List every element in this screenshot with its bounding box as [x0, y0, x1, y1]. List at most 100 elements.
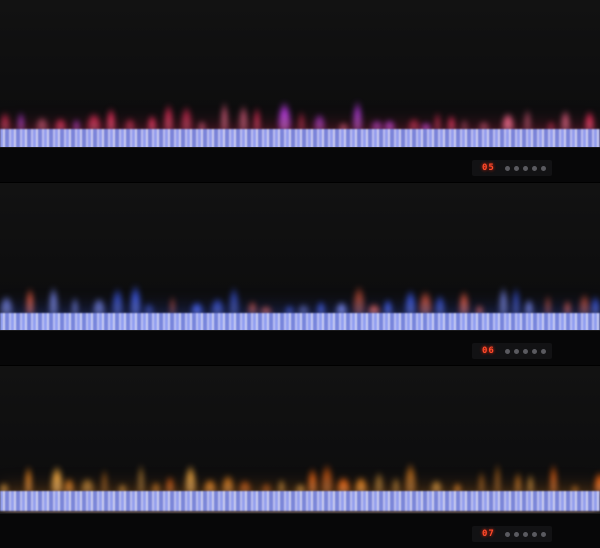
flame [163, 103, 173, 131]
flame [0, 296, 14, 315]
flame [407, 117, 421, 131]
flame [383, 119, 395, 131]
flame [35, 116, 48, 131]
flame [511, 287, 521, 315]
flame [253, 106, 261, 131]
fireplace-panel-1: 05 [0, 0, 600, 182]
flame [279, 478, 285, 493]
flame [564, 300, 572, 315]
flame [404, 289, 417, 315]
flame [447, 115, 455, 131]
flame [375, 472, 384, 493]
flame [585, 111, 595, 131]
flame [165, 475, 174, 493]
flame [138, 464, 145, 493]
flame [371, 120, 384, 131]
crystal-ember-bed [0, 313, 600, 333]
flame [118, 483, 127, 493]
flame [478, 470, 484, 493]
flame [260, 305, 273, 315]
flame [102, 469, 108, 493]
flame [353, 286, 366, 315]
flame [261, 482, 271, 493]
flame [295, 484, 306, 493]
flame [203, 479, 216, 493]
flame [454, 482, 461, 493]
control-bar: 05 [0, 147, 600, 182]
flame [298, 110, 305, 131]
flame [297, 304, 310, 315]
flame [72, 297, 78, 315]
flame [18, 111, 24, 131]
flame [430, 479, 443, 493]
flame [111, 287, 123, 315]
flame [560, 109, 570, 131]
flame [405, 463, 417, 493]
flame [63, 478, 75, 493]
flame [393, 476, 400, 493]
flame [185, 465, 197, 493]
flame [317, 300, 326, 315]
timer-icon[interactable] [540, 165, 546, 171]
flame [285, 304, 294, 315]
flame [87, 113, 102, 131]
control-panel: 05 [472, 160, 552, 176]
flame [278, 101, 292, 131]
flame [549, 464, 558, 493]
flame [523, 108, 532, 131]
flame [0, 483, 8, 493]
power-icon[interactable] [504, 348, 510, 354]
flame [107, 108, 115, 131]
flame [368, 304, 380, 315]
flame [458, 290, 469, 315]
heat-icon[interactable] [531, 531, 537, 537]
flame [130, 285, 141, 315]
flame [514, 471, 521, 493]
flame [93, 298, 106, 315]
flame [239, 480, 252, 493]
flame [144, 302, 155, 315]
flames [0, 183, 600, 333]
flame [248, 301, 257, 315]
minus-icon[interactable] [522, 531, 528, 537]
flame [73, 119, 80, 131]
flame [152, 481, 161, 493]
flame [476, 305, 483, 315]
flame [321, 463, 334, 493]
timer-icon[interactable] [540, 531, 546, 537]
flames [0, 366, 600, 516]
flame [594, 472, 600, 493]
setting-display: 05 [482, 163, 495, 173]
flame [527, 474, 534, 493]
heat-icon[interactable] [531, 165, 537, 171]
control-bar: 07 [0, 513, 600, 548]
flame [352, 101, 362, 131]
flame [548, 121, 554, 131]
flame [307, 467, 317, 493]
flame [0, 112, 11, 131]
minus-icon[interactable] [522, 348, 528, 354]
timer-icon[interactable] [540, 348, 546, 354]
flame-icon[interactable] [513, 165, 519, 171]
minus-icon[interactable] [522, 165, 528, 171]
flame-icon[interactable] [513, 348, 519, 354]
flame [125, 117, 136, 131]
flame [524, 299, 533, 315]
flame-icon[interactable] [513, 531, 519, 537]
power-icon[interactable] [504, 165, 510, 171]
flame [48, 286, 59, 315]
flame [211, 298, 224, 315]
fireplace-panel-2: 06 [0, 182, 600, 365]
flames [0, 0, 600, 150]
flame [337, 476, 351, 493]
flame [80, 478, 95, 493]
flame [501, 113, 514, 131]
heat-icon[interactable] [531, 348, 537, 354]
flame [479, 120, 489, 131]
flame [199, 121, 205, 131]
flame [191, 301, 203, 315]
power-icon[interactable] [504, 531, 510, 537]
flame [418, 291, 433, 315]
flame [229, 287, 240, 315]
flame [461, 119, 467, 131]
